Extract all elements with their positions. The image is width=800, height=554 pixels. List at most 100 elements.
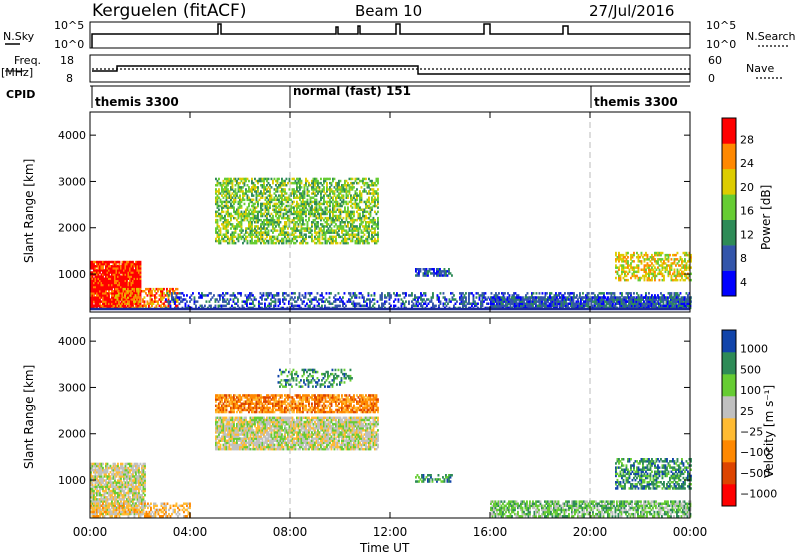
power-cell	[120, 265, 122, 268]
power-cell	[239, 212, 241, 216]
power-cell	[271, 294, 274, 297]
power-cell	[294, 179, 297, 183]
power-cell	[108, 304, 110, 308]
power-cell	[135, 262, 137, 266]
power-cell	[136, 283, 139, 287]
power-cell	[306, 241, 309, 245]
power-cell	[248, 212, 250, 216]
power-cell	[195, 300, 197, 303]
power-cell	[633, 260, 635, 263]
power-cell	[112, 269, 115, 272]
power-cell	[622, 266, 625, 269]
power-cell	[228, 221, 231, 224]
power-cell	[371, 198, 373, 202]
power-cell	[327, 200, 330, 204]
power-cell	[241, 300, 244, 303]
power-cell	[244, 302, 247, 305]
power-cell	[625, 304, 627, 308]
power-cell	[418, 296, 421, 299]
power-cell	[254, 186, 256, 189]
power-cell	[281, 227, 283, 230]
power-cell	[102, 262, 104, 266]
power-cell	[111, 273, 113, 276]
power-cell	[273, 210, 276, 214]
power-cell	[264, 223, 267, 226]
power-cell	[294, 221, 297, 224]
power-cell	[619, 264, 622, 267]
power-cell	[261, 184, 264, 187]
power-cell	[505, 298, 507, 301]
power-cell	[90, 300, 92, 303]
power-cell	[254, 206, 256, 209]
power-cell	[677, 304, 680, 308]
power-cell	[224, 235, 226, 239]
power-cell	[615, 264, 617, 267]
power-cell	[315, 233, 318, 236]
power-cell	[468, 294, 470, 297]
power-cell	[320, 227, 322, 230]
power-cell	[233, 194, 235, 197]
power-cell	[618, 276, 620, 280]
power-cell	[266, 239, 268, 243]
power-cell	[260, 177, 262, 181]
power-cell	[224, 233, 226, 236]
power-cell	[135, 290, 137, 293]
power-cell	[324, 177, 327, 181]
power-cell	[103, 281, 106, 285]
power-cell	[545, 304, 548, 308]
power-cell	[608, 304, 611, 308]
power-cell	[640, 296, 642, 299]
power-cell	[323, 233, 325, 236]
power-cell	[227, 225, 229, 228]
power-cell	[114, 298, 116, 301]
power-cell	[480, 302, 482, 305]
power-cell	[264, 204, 267, 208]
power-cell	[649, 302, 651, 305]
power-cell	[646, 298, 648, 301]
power-cell	[621, 253, 623, 257]
power-cell	[362, 210, 364, 214]
power-cell	[293, 181, 295, 185]
power-cell	[318, 208, 321, 211]
power-cell	[216, 231, 219, 234]
power-cell	[526, 302, 528, 305]
power-cell	[294, 212, 297, 216]
power-cell	[102, 298, 104, 301]
power-cell	[393, 300, 395, 303]
power-cell	[103, 296, 106, 299]
power-cell	[320, 202, 322, 206]
power-cell	[287, 239, 289, 243]
power-cell	[338, 227, 340, 230]
power-cell	[621, 258, 623, 261]
power-cell	[202, 294, 205, 297]
power-cell	[279, 200, 282, 204]
power-cell	[623, 296, 626, 299]
power-cell	[598, 298, 600, 301]
power-cell	[303, 227, 306, 230]
power-cell	[342, 200, 345, 204]
power-cell	[257, 239, 259, 243]
power-cell	[411, 300, 413, 303]
power-cell	[133, 300, 135, 303]
power-cell	[293, 200, 295, 204]
power-cell	[123, 294, 125, 297]
power-cell	[120, 283, 122, 287]
power-cell	[463, 296, 466, 299]
power-cell	[356, 218, 358, 222]
power-cell	[261, 214, 264, 218]
power-cell	[285, 210, 288, 214]
power-cell	[251, 223, 253, 226]
power-cell	[623, 302, 626, 305]
power-cell	[279, 300, 281, 303]
power-cell	[264, 214, 267, 218]
power-cell	[324, 210, 327, 214]
power-cell	[688, 304, 690, 308]
power-cell	[339, 212, 342, 216]
power-cell	[359, 196, 361, 199]
power-cell	[255, 210, 258, 214]
power-cell	[111, 260, 113, 264]
power-cell	[227, 237, 229, 241]
power-cell	[307, 292, 310, 295]
power-cell	[527, 304, 530, 308]
power-cell	[294, 223, 297, 226]
